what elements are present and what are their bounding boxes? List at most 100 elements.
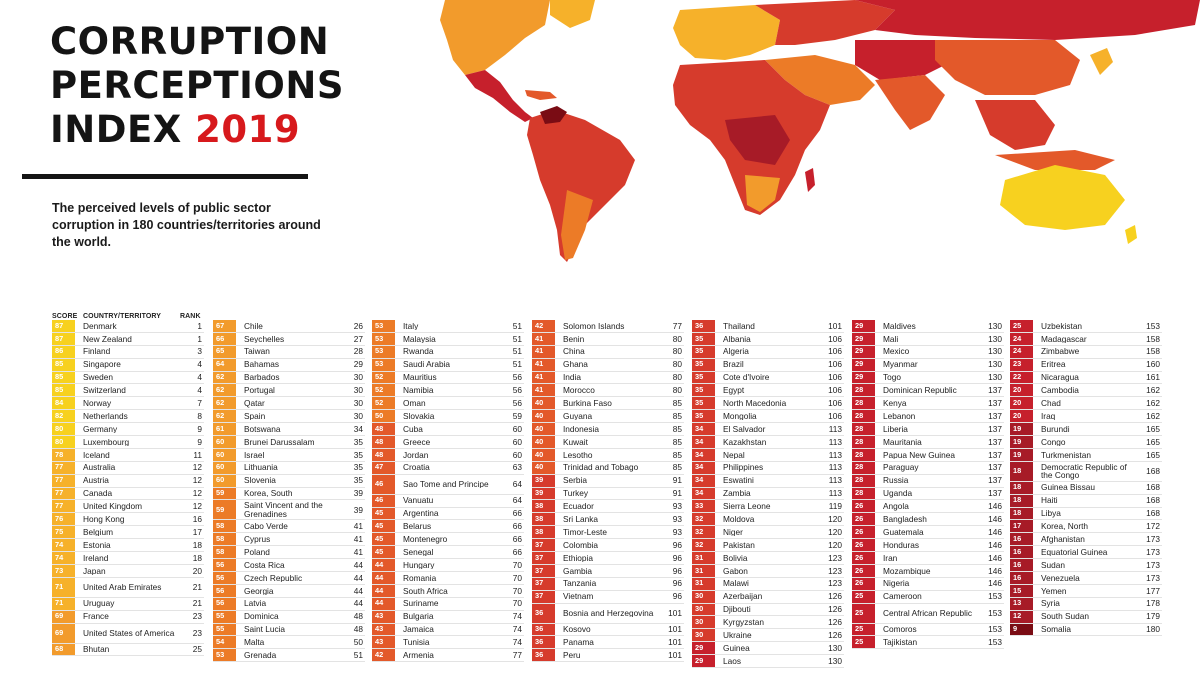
score-cell: 40 <box>532 397 555 410</box>
score-cell: 29 <box>852 371 875 384</box>
score-cell: 40 <box>532 423 555 436</box>
table-row: 29 Mexico 130 <box>852 345 1004 359</box>
country-cell: Laos <box>723 656 741 666</box>
country-cell: Portugal <box>244 386 275 395</box>
table-row: 44 Suriname 70 <box>372 597 524 611</box>
score-cell: 59 <box>213 500 236 520</box>
rank-cell: 35 <box>353 462 363 473</box>
country-cell: Bosnia and Herzegovina <box>563 608 654 618</box>
score-cell: 35 <box>692 371 715 384</box>
country-cell: Slovakia <box>403 411 435 421</box>
rank-cell: 21 <box>192 582 202 593</box>
table-row: 18 Guinea Bissau 168 <box>1010 481 1162 495</box>
table-row: 43 Bulgaria 74 <box>372 610 524 624</box>
score-cell: 43 <box>372 623 395 636</box>
rank-cell: 123 <box>828 552 842 563</box>
table-row: 56 Georgia 44 <box>213 584 365 598</box>
country-cell: Finland <box>83 347 111 357</box>
table-row: 41 China 80 <box>532 345 684 359</box>
score-cell: 77 <box>52 487 75 500</box>
score-cell: 35 <box>692 384 715 397</box>
table-row: 28 Paraguay 137 <box>852 461 1004 475</box>
country-cell: Denmark <box>83 321 117 331</box>
table-row: 71 United Arab Emirates 21 <box>52 577 204 598</box>
rank-cell: 12 <box>192 462 202 473</box>
score-cell: 53 <box>213 649 236 662</box>
score-cell: 30 <box>692 616 715 629</box>
country-cell: Papua New Guinea <box>883 450 955 460</box>
table-row: 74 Ireland 18 <box>52 552 204 565</box>
score-cell: 55 <box>213 610 236 623</box>
table-row: 48 Greece 60 <box>372 436 524 449</box>
table-row: 41 Morocco 80 <box>532 384 684 398</box>
country-cell: Timor-Leste <box>563 527 607 537</box>
country-cell: Maldives <box>883 321 916 331</box>
country-cell: Turkmenistan <box>1041 450 1091 460</box>
rank-cell: 146 <box>988 526 1002 537</box>
score-cell: 77 <box>52 500 75 513</box>
country-cell: Solomon Islands <box>563 321 625 331</box>
table-row: 71 Uruguay 21 <box>52 597 204 611</box>
score-cell: 45 <box>372 520 395 533</box>
table-row: 32 Niger 120 <box>692 526 844 540</box>
country-cell: Seychelles <box>244 334 285 344</box>
score-cell: 18 <box>1010 494 1033 507</box>
table-row: 87 Denmark 1 <box>52 320 204 333</box>
country-cell: Sao Tome and Principe <box>403 479 489 489</box>
country-cell: Guyana <box>563 411 593 421</box>
table-row: 45 Argentina 66 <box>372 507 524 521</box>
rank-cell: 77 <box>672 320 682 331</box>
country-cell: Bangladesh <box>883 515 927 524</box>
rank-cell: 60 <box>512 449 522 460</box>
rank-cell: 66 <box>512 546 522 557</box>
score-cell: 18 <box>1010 507 1033 520</box>
score-cell: 74 <box>52 552 75 564</box>
table-row: 52 Oman 56 <box>372 397 524 411</box>
rank-cell: 173 <box>1146 572 1160 583</box>
table-row: 37 Gambia 96 <box>532 564 684 578</box>
rank-cell: 101 <box>668 637 682 648</box>
table-row: 28 Lebanon 137 <box>852 410 1004 424</box>
map-indonesia <box>995 150 1115 170</box>
rank-cell: 160 <box>1146 359 1160 370</box>
table-column-5: 36 Thailand 101 35 Albania 106 35 Algeria 106 35 B… <box>692 320 844 669</box>
score-cell: 55 <box>213 623 236 636</box>
score-cell: 53 <box>372 345 395 358</box>
country-cell: Bolivia <box>723 553 748 563</box>
title-year: 2019 <box>195 108 301 151</box>
country-cell: Rwanda <box>403 347 434 357</box>
country-cell: Norway <box>83 398 112 408</box>
score-cell: 52 <box>372 384 395 397</box>
score-cell: 60 <box>213 461 236 474</box>
country-cell: Peru <box>563 651 581 660</box>
rank-cell: 66 <box>512 534 522 544</box>
rank-cell: 146 <box>988 539 1002 550</box>
country-cell: Indonesia <box>563 424 599 434</box>
score-cell: 28 <box>852 384 875 397</box>
score-cell: 28 <box>852 397 875 410</box>
rank-cell: 60 <box>512 436 522 447</box>
rank-cell: 4 <box>197 359 202 370</box>
score-cell: 62 <box>213 410 236 423</box>
score-cell: 40 <box>532 461 555 474</box>
score-cell: 77 <box>52 461 75 474</box>
table-row: 44 Romania 70 <box>372 572 524 585</box>
rank-cell: 56 <box>512 397 522 408</box>
rank-cell: 85 <box>672 462 682 473</box>
table-row: 35 Mongolia 106 <box>692 410 844 424</box>
country-cell: Cyprus <box>244 535 271 544</box>
rank-cell: 80 <box>672 333 682 344</box>
table-row: 60 Brunei Darussalam 35 <box>213 436 365 449</box>
table-row: 30 Kyrgyzstan 126 <box>692 616 844 630</box>
country-cell: Thailand <box>723 321 755 331</box>
country-cell: Syria <box>1041 599 1060 609</box>
table-row: 30 Ukraine 126 <box>692 629 844 643</box>
country-cell: Malawi <box>723 579 749 589</box>
table-row: 35 Albania 106 <box>692 332 844 346</box>
score-cell: 60 <box>213 474 236 487</box>
header-country: COUNTRY/TERRITORY <box>83 313 162 320</box>
rank-cell: 85 <box>672 423 682 434</box>
rank-cell: 173 <box>1146 546 1160 557</box>
table-row: 16 Sudan 173 <box>1010 559 1162 573</box>
country-cell: Cabo Verde <box>244 522 288 531</box>
